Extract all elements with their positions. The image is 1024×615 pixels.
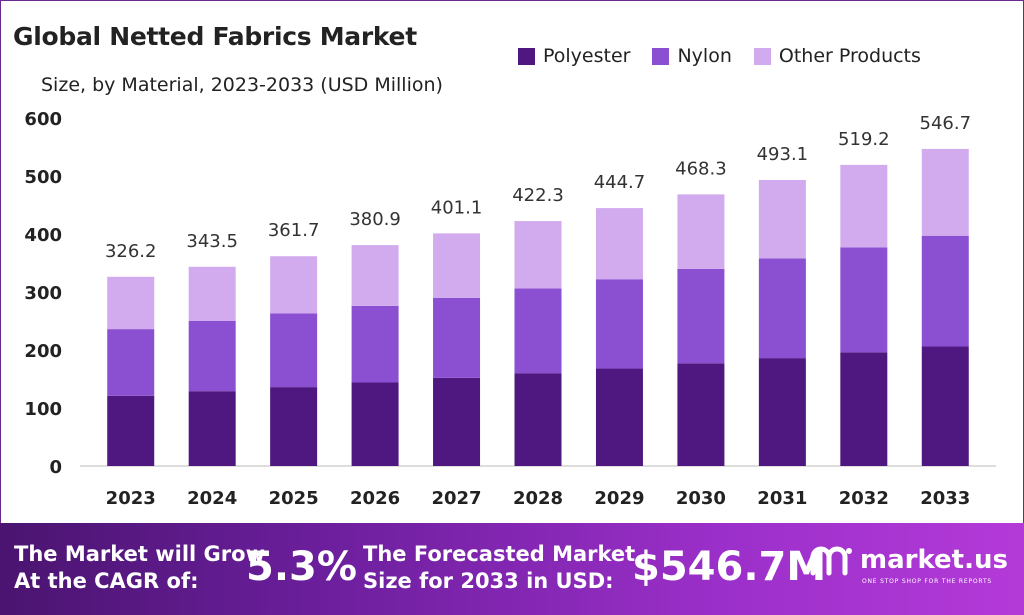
bar-other-products xyxy=(433,233,481,298)
bar-total-label: 493.1 xyxy=(757,144,809,165)
bar-other-products xyxy=(351,245,399,306)
forecast-caption: The Forecasted Market Size for 2033 in U… xyxy=(363,541,635,595)
legend-label-nylon: Nylon xyxy=(677,45,732,67)
cagr-value: 5.3% xyxy=(246,544,357,590)
footer-banner: The Market will Grow At the CAGR of: 5.3… xyxy=(0,523,1024,615)
bar-nylon xyxy=(758,258,806,359)
bar-polyester xyxy=(840,352,888,466)
bar-polyester xyxy=(677,363,725,466)
bar-total-label: 326.2 xyxy=(105,241,157,262)
cagr-caption-line1: The Market will Grow xyxy=(14,542,265,566)
legend-item-other-products: Other Products xyxy=(753,45,921,67)
x-tick-label: 2032 xyxy=(839,488,889,509)
bar-polyester xyxy=(921,346,969,466)
bar-nylon xyxy=(514,288,562,374)
legend-swatch-polyester xyxy=(518,47,535,65)
x-tick-label: 2024 xyxy=(187,488,237,509)
forecast-caption-line1: The Forecasted Market xyxy=(363,542,636,566)
legend-label-polyester: Polyester xyxy=(543,45,631,67)
chart-title: Global Netted Fabrics Market xyxy=(13,22,417,51)
bar-total-label: 422.3 xyxy=(512,185,564,206)
x-tick-label: 2029 xyxy=(594,488,644,509)
bar-nylon xyxy=(107,329,155,396)
bar-nylon xyxy=(351,305,399,383)
bar-nylon xyxy=(921,235,969,347)
bar-nylon xyxy=(270,313,318,388)
bar-polyester xyxy=(107,395,155,466)
legend-label-other-products: Other Products xyxy=(778,45,921,67)
legend-swatch-nylon xyxy=(652,47,670,65)
forecast-caption-line2: Size for 2033 in USD: xyxy=(363,569,614,593)
bar-polyester xyxy=(595,368,643,466)
bar-chart: 0 100 200 300 400 500 600 326.2 2023 343.5 2024 361… xyxy=(24,109,996,509)
bar-total-label: 468.3 xyxy=(675,158,727,179)
bar-total-label: 380.9 xyxy=(349,209,401,230)
bar-total-label: 401.1 xyxy=(431,197,483,218)
bar-nylon xyxy=(840,247,888,353)
bar-other-products xyxy=(188,266,236,321)
y-tick-label: 100 xyxy=(24,399,62,420)
brand-tagline: ONE STOP SHOP FOR THE REPORTS xyxy=(862,578,993,585)
bar-other-products xyxy=(840,164,888,248)
x-tick-label: 2023 xyxy=(106,488,156,509)
x-tick-label: 2030 xyxy=(676,488,726,509)
legend-item-nylon: Nylon xyxy=(652,45,732,67)
bar-other-products xyxy=(921,148,969,236)
bar-other-products xyxy=(595,208,643,280)
x-tick-label: 2031 xyxy=(757,488,807,509)
bar-total-label: 546.7 xyxy=(920,113,972,134)
bar-other-products xyxy=(107,276,155,330)
bar-total-label: 343.5 xyxy=(186,231,238,252)
y-tick-label: 300 xyxy=(24,283,62,304)
bar-total-label: 444.7 xyxy=(594,172,646,193)
cagr-caption-line2: At the CAGR of: xyxy=(14,569,199,593)
y-tick-label: 400 xyxy=(24,225,62,246)
bar-polyester xyxy=(514,373,562,466)
bar-total-label: 519.2 xyxy=(838,129,890,150)
brand-logo: market.us ONE STOP SHOP FOR THE REPORTS xyxy=(810,543,1008,585)
bar-polyester xyxy=(188,391,236,466)
x-tick-label: 2033 xyxy=(920,488,970,509)
bar-polyester xyxy=(433,377,481,466)
market-us-logo-icon xyxy=(810,546,852,576)
forecast-value: $546.7M xyxy=(632,544,827,590)
bar-polyester xyxy=(351,382,399,466)
bar-nylon xyxy=(188,321,236,392)
x-tick-label: 2026 xyxy=(350,488,400,509)
cagr-caption: The Market will Grow At the CAGR of: xyxy=(14,541,265,595)
x-tick-label: 2027 xyxy=(431,488,481,509)
bar-nylon xyxy=(595,279,643,369)
chart-legend: Polyester Nylon Other Products xyxy=(518,45,943,67)
bar-polyester xyxy=(758,358,806,466)
bar-other-products xyxy=(514,221,562,289)
brand-name: market.us xyxy=(860,545,1008,575)
x-tick-label: 2028 xyxy=(513,488,563,509)
y-tick-label: 200 xyxy=(24,341,62,362)
chart-subtitle: Size, by Material, 2023-2033 (USD Millio… xyxy=(41,74,443,96)
bar-other-products xyxy=(270,256,318,314)
legend-item-polyester: Polyester xyxy=(518,45,630,67)
y-tick-label: 500 xyxy=(24,167,62,188)
bar-other-products xyxy=(677,194,725,269)
y-tick-label: 600 xyxy=(24,109,62,130)
x-tick-label: 2025 xyxy=(269,488,319,509)
bar-nylon xyxy=(433,297,481,378)
bar-total-label: 361.7 xyxy=(268,220,320,241)
bar-other-products xyxy=(758,180,806,259)
y-tick-label: 0 xyxy=(49,457,62,478)
legend-swatch-other-products xyxy=(753,47,771,65)
bar-nylon xyxy=(677,268,725,364)
bar-polyester xyxy=(270,387,318,466)
